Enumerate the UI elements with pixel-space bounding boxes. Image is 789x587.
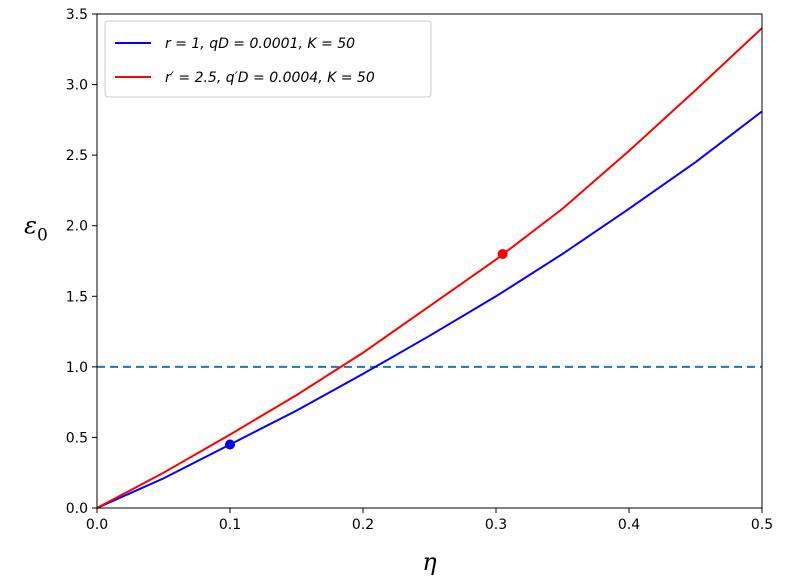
y-tick-label: 1.0	[66, 360, 88, 376]
series-layer	[96, 27, 763, 509]
x-tick-label: 0.3	[485, 517, 507, 533]
y-axis: 0.0 0.5 1.0 1.5 2.0 2.5 3.0 3.5	[66, 7, 97, 517]
x-axis: 0.0 0.1 0.2 0.3 0.4 0.5	[86, 508, 773, 533]
x-tick-label: 0.4	[618, 517, 640, 533]
legend-entry-0: r = 1, qD = 0.0001, K = 50	[165, 36, 355, 52]
x-tick-label: 0.2	[352, 517, 374, 533]
y-tick-label: 1.5	[66, 289, 88, 305]
x-tick-label: 0.5	[751, 517, 773, 533]
y-tick-label: 2.0	[66, 219, 88, 235]
series-line-1	[96, 27, 763, 509]
y-tick-label: 3.0	[66, 78, 88, 94]
y-tick-label: 0.0	[66, 501, 88, 517]
series-line-0	[96, 110, 763, 509]
x-tick-label: 0.1	[219, 517, 241, 533]
y-axis-label: ε0	[24, 212, 48, 246]
series-marker-0	[225, 439, 235, 450]
series-marker-1	[497, 248, 508, 259]
y-tick-label: 2.5	[66, 148, 88, 164]
y-tick-label: 3.5	[66, 7, 88, 23]
legend-box	[104, 20, 432, 98]
plot-frame	[96, 13, 763, 509]
legend: r = 1, qD = 0.0001, K = 50 r′ = 2.5, q′D …	[104, 20, 432, 98]
x-tick-label: 0.0	[86, 517, 108, 533]
x-axis-label: η	[422, 548, 437, 576]
legend-entry-1: r′ = 2.5, q′D = 0.0004, K = 50	[165, 70, 375, 86]
y-tick-label: 0.5	[66, 430, 88, 446]
